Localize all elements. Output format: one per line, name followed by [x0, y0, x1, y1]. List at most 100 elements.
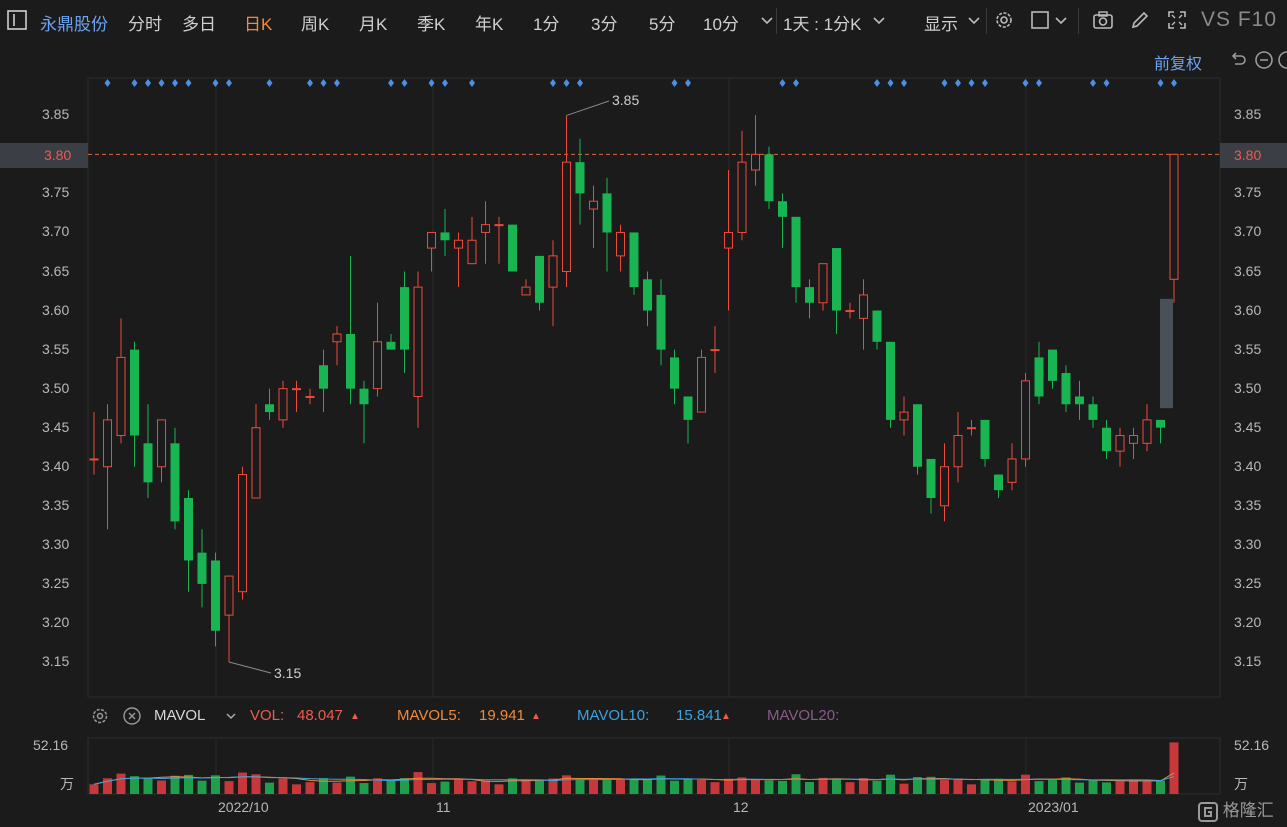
y-tick-label: 3.70 [1234, 223, 1262, 240]
tab-3min[interactable]: 3分 [591, 15, 618, 34]
signal-dot [887, 79, 894, 87]
vol-value: 48.047 [297, 707, 343, 724]
volume-bar [251, 774, 261, 794]
volume-bar [130, 776, 139, 794]
indicator-name[interactable]: MAVOL [154, 707, 206, 724]
y-tick-label: 3.15 [42, 653, 70, 669]
volume-bar [845, 782, 855, 794]
signal-dot [685, 79, 691, 87]
tab-5min[interactable]: 5分 [649, 15, 676, 34]
candle-body [508, 224, 517, 272]
candle-body [953, 435, 963, 468]
chevron-down-icon[interactable] [756, 9, 778, 31]
volume-bar [481, 780, 490, 794]
volume-bar [238, 772, 247, 794]
stock-name[interactable]: 永鼎股份 [40, 15, 108, 34]
vs-button[interactable]: VS [1201, 8, 1232, 31]
divider [1078, 8, 1079, 34]
candle-body [845, 310, 855, 313]
gear-icon[interactable] [993, 9, 1015, 31]
signal-dot [442, 79, 448, 87]
f10-button[interactable]: F10 [1237, 8, 1278, 31]
volume-bar [467, 781, 477, 794]
volume-bar [818, 777, 828, 794]
tab-quarterly-k[interactable]: 季K [417, 15, 446, 34]
pencil-icon[interactable] [1129, 9, 1151, 31]
chevron-down-icon[interactable] [868, 9, 890, 31]
chevron-down-icon[interactable] [963, 9, 985, 31]
vol-unit-right: 万 [1234, 776, 1248, 792]
chevron-down-icon[interactable] [1050, 9, 1072, 31]
sidebar-toggle-icon[interactable] [6, 9, 28, 31]
mavol10-line [93, 776, 1175, 785]
candle-body [467, 239, 477, 265]
fullscreen-icon[interactable] [1166, 9, 1188, 31]
candle-body [832, 248, 841, 311]
candle-body [454, 239, 463, 249]
volume-bar [913, 777, 922, 794]
tab-weekly-k[interactable]: 周K [301, 15, 330, 34]
tab-monthly-k[interactable]: 月K [359, 15, 388, 34]
volume-bar [278, 778, 288, 794]
y-tick-label: 3.25 [42, 574, 70, 591]
gear-icon[interactable] [90, 706, 110, 726]
candle-body [265, 404, 274, 413]
volume-bar [359, 783, 369, 794]
candle-body [548, 255, 558, 288]
candle-body [494, 224, 504, 227]
candle-body [724, 231, 733, 249]
candle-body [751, 153, 760, 171]
volume-bar [1048, 779, 1057, 794]
minus-circle-icon[interactable] [1254, 50, 1274, 70]
tab-yearly-k[interactable]: 年K [475, 15, 504, 34]
display-menu[interactable]: 显示 [924, 15, 958, 34]
volume-bar [562, 775, 571, 794]
volume-bar [899, 783, 909, 794]
volume-bar [1129, 779, 1138, 794]
chevron-right-icon[interactable] [1277, 50, 1287, 70]
signal-dot [901, 79, 907, 87]
tab-10min[interactable]: 10分 [703, 15, 739, 34]
signal-dot [941, 79, 948, 87]
y-tick-label: 3.70 [42, 223, 70, 240]
volume-bar [400, 778, 409, 794]
chevron-down-icon[interactable] [222, 707, 240, 725]
close-icon[interactable] [122, 706, 142, 726]
signal-dot [550, 79, 556, 87]
signal-dot [577, 79, 583, 87]
signal-dot [563, 79, 570, 87]
volume-bar [1142, 781, 1152, 794]
volume-bar [413, 772, 423, 794]
tab-duori[interactable]: 多日 [182, 15, 216, 34]
adjust-mode-button[interactable]: 前复权 [1154, 56, 1203, 73]
volume-bar [764, 780, 774, 794]
volume-bar [535, 779, 544, 794]
candle-body [197, 552, 207, 584]
candle-body [292, 388, 301, 391]
y-tick-label: 3.15 [1234, 653, 1262, 669]
price-frame [87, 77, 1221, 698]
camera-icon[interactable] [1092, 9, 1114, 31]
volume-bar [1088, 779, 1098, 794]
tab-1min[interactable]: 1分 [533, 15, 560, 34]
candle-body [373, 341, 382, 390]
tab-fenshi[interactable]: 分时 [128, 15, 162, 34]
volume-bar [683, 779, 693, 794]
vs-f10[interactable]: VS F10 [1201, 8, 1277, 32]
volume-bar [373, 778, 382, 794]
vol-max-left: 52.16 [33, 737, 69, 753]
undo-icon[interactable] [1228, 50, 1248, 70]
candle-body [737, 161, 747, 233]
multi-period-select[interactable]: 1天 : 1分K [783, 15, 862, 34]
square-select-icon[interactable] [1030, 9, 1052, 31]
volume-bar [521, 779, 531, 794]
volume-bar [751, 779, 760, 794]
candle-body [238, 474, 247, 593]
tab-daily-k[interactable]: 日K [244, 15, 273, 34]
candle-body [926, 458, 936, 498]
candle-body [521, 286, 531, 296]
volume-bar [724, 778, 733, 794]
candle-body [427, 231, 436, 249]
volume-bar [89, 784, 99, 794]
